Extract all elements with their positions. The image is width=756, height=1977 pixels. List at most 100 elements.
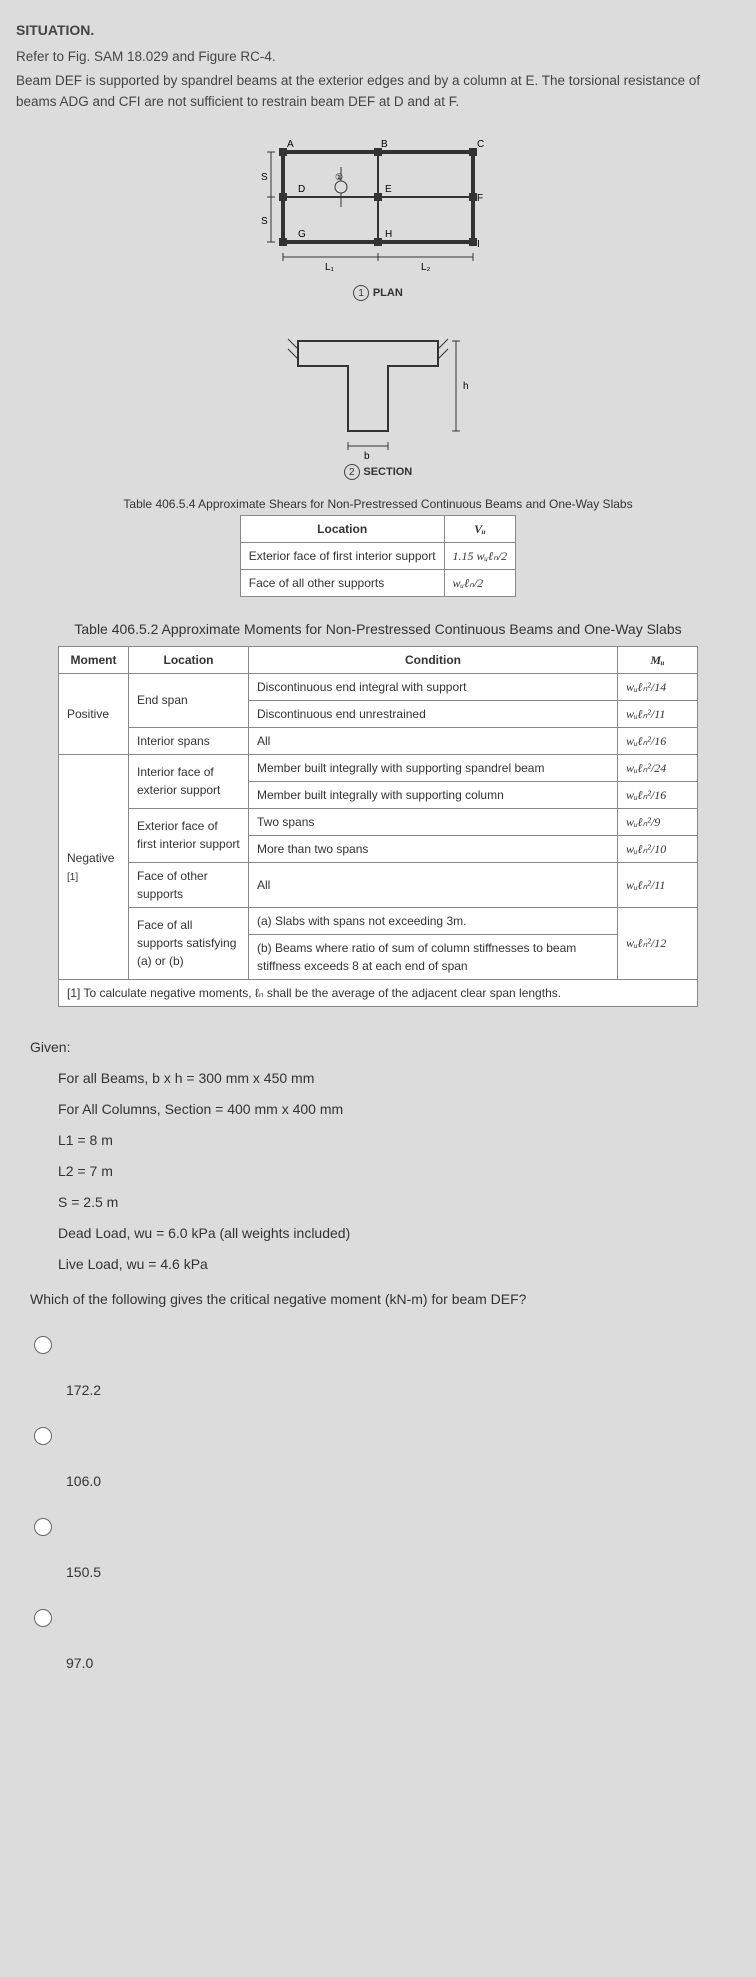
svg-text:S: S (261, 172, 268, 183)
neg-cond6: (a) Slabs with spans not exceeding 3m. (249, 907, 618, 934)
situation-line2: Beam DEF is supported by spandrel beams … (16, 71, 740, 112)
given-l5: S = 2.5 m (58, 1192, 726, 1213)
shears-table-title: Table 406.5.4 Approximate Shears for Non… (16, 495, 740, 513)
neg-cond3: Two spans (249, 808, 618, 835)
plan-diagram: ABC DEF GHI SS L₁L₂ ① (243, 132, 513, 282)
question-text: Which of the following gives the critica… (30, 1289, 726, 1310)
given-l7: Live Load, wu = 4.6 kPa (58, 1254, 726, 1275)
pos-cond2: Discontinuous end unrestrained (249, 700, 618, 727)
pos-mu3: wᵤℓₙ²/16 (618, 727, 698, 754)
pos-cond1: Discontinuous end integral with support (249, 673, 618, 700)
svg-text:E: E (385, 184, 392, 195)
option-blank-3[interactable] (34, 1609, 740, 1627)
pos-mu1: wᵤℓₙ²/14 (618, 673, 698, 700)
neg-loc2: Exterior face of first interior support (129, 808, 249, 862)
plan-caption: 1 PLAN (16, 282, 740, 302)
table-row: [1] To calculate negative moments, ℓₙ sh… (59, 979, 698, 1006)
radio-icon[interactable] (34, 1609, 52, 1627)
moments-table: Moment Location Condition Mᵤ Positive En… (58, 646, 698, 1007)
neg-mu2: wᵤℓₙ²/16 (618, 781, 698, 808)
option-2[interactable]: 150.5 (34, 1562, 740, 1583)
radio-icon[interactable] (34, 1336, 52, 1354)
plan-figure: ABC DEF GHI SS L₁L₂ ① 1 PLAN b h 2 SECTI… (16, 132, 740, 481)
option-blank-2[interactable] (34, 1518, 740, 1536)
shears-head-loc: Location (240, 515, 444, 542)
table-row: Face of other supports All wᵤℓₙ²/11 (59, 862, 698, 907)
svg-text:F: F (477, 193, 483, 204)
moments-table-title: Table 406.5.2 Approximate Moments for No… (16, 619, 740, 640)
neg-mu6: wᵤℓₙ²/12 (618, 907, 698, 979)
svg-text:B: B (381, 139, 388, 150)
neg-loc1: Interior face of exterior support (129, 754, 249, 808)
svg-text:b: b (364, 451, 370, 461)
situation-line1: Refer to Fig. SAM 18.029 and Figure RC-4… (16, 47, 740, 67)
shears-table: Location Vᵤ Exterior face of first inter… (240, 515, 516, 597)
moments-head-condition: Condition (249, 646, 618, 673)
option-text-3: 97.0 (66, 1653, 93, 1674)
radio-icon[interactable] (34, 1518, 52, 1536)
neg-cond4: More than two spans (249, 835, 618, 862)
svg-text:L₁: L₁ (325, 262, 335, 273)
section-caption-num: 2 (344, 464, 360, 480)
option-3[interactable]: 97.0 (34, 1653, 740, 1674)
neg-loc4: Face of all supports satisfying (a) or (… (129, 907, 249, 979)
option-0[interactable]: 172.2 (34, 1380, 740, 1401)
table-row: Face of all other supports wᵤℓₙ/2 (240, 569, 515, 596)
table-row: Exterior face of first interior support … (59, 808, 698, 835)
plan-caption-text: PLAN (373, 287, 403, 299)
shear-vu-0: 1.15 wᵤℓₙ/2 (444, 542, 516, 569)
svg-text:A: A (287, 139, 294, 150)
shears-table-wrap: Table 406.5.4 Approximate Shears for Non… (16, 495, 740, 597)
svg-text:L₂: L₂ (421, 262, 431, 273)
given-l2: For All Columns, Section = 400 mm x 400 … (58, 1099, 726, 1120)
neg-cond7: (b) Beams where ratio of sum of column s… (249, 934, 618, 979)
shear-loc-0: Exterior face of first interior support (240, 542, 444, 569)
svg-text:S: S (261, 216, 268, 227)
moment-positive: Positive (59, 673, 129, 754)
table-row: Face of all supports satisfying (a) or (… (59, 907, 698, 934)
situation-title: SITUATION. (16, 20, 740, 41)
option-blank-1[interactable] (34, 1427, 740, 1445)
radio-icon[interactable] (34, 1427, 52, 1445)
section-caption: 2 SECTION (16, 461, 740, 481)
given-block: Given: For all Beams, b x h = 300 mm x 4… (16, 1037, 740, 1310)
neg-mu4: wᵤℓₙ²/10 (618, 835, 698, 862)
shears-head-vu: Vᵤ (444, 515, 516, 542)
moments-head-location: Location (129, 646, 249, 673)
neg-mu1: wᵤℓₙ²/24 (618, 754, 698, 781)
pos-mu2: wᵤℓₙ²/11 (618, 700, 698, 727)
given-l6: Dead Load, wu = 6.0 kPa (all weights inc… (58, 1223, 726, 1244)
neg-cond2: Member built integrally with supporting … (249, 781, 618, 808)
shear-loc-1: Face of all other supports (240, 569, 444, 596)
svg-text:I: I (477, 239, 480, 250)
svg-text:C: C (477, 139, 484, 150)
neg-cond5: All (249, 862, 618, 907)
table-row: Exterior face of first interior support … (240, 542, 515, 569)
moments-table-wrap: Table 406.5.2 Approximate Moments for No… (16, 619, 740, 1007)
option-blank-0[interactable] (34, 1336, 740, 1354)
neg-loc3: Face of other supports (129, 862, 249, 907)
table-row: Interior spans All wᵤℓₙ²/16 (59, 727, 698, 754)
table-row: Positive End span Discontinuous end inte… (59, 673, 698, 700)
pos-loc2: Interior spans (129, 727, 249, 754)
option-1[interactable]: 106.0 (34, 1471, 740, 1492)
svg-text:h: h (463, 381, 469, 392)
given-l4: L2 = 7 m (58, 1161, 726, 1182)
given-label: Given: (30, 1037, 726, 1058)
given-l1: For all Beams, b x h = 300 mm x 450 mm (58, 1068, 726, 1089)
option-text-1: 106.0 (66, 1471, 101, 1492)
svg-text:G: G (298, 229, 306, 240)
neg-mu5: wᵤℓₙ²/11 (618, 862, 698, 907)
moments-head-mu: Mᵤ (618, 646, 698, 673)
svg-text:H: H (385, 229, 392, 240)
pos-loc1: End span (129, 673, 249, 727)
neg-mu3: wᵤℓₙ²/9 (618, 808, 698, 835)
svg-text:①: ① (335, 172, 343, 182)
shear-vu-1: wᵤℓₙ/2 (444, 569, 516, 596)
section-caption-text: SECTION (363, 466, 412, 478)
given-l3: L1 = 8 m (58, 1130, 726, 1151)
pos-cond3: All (249, 727, 618, 754)
moments-head-moment: Moment (59, 646, 129, 673)
neg-cond1: Member built integrally with supporting … (249, 754, 618, 781)
table-row: Negative [1] Interior face of exterior s… (59, 754, 698, 781)
